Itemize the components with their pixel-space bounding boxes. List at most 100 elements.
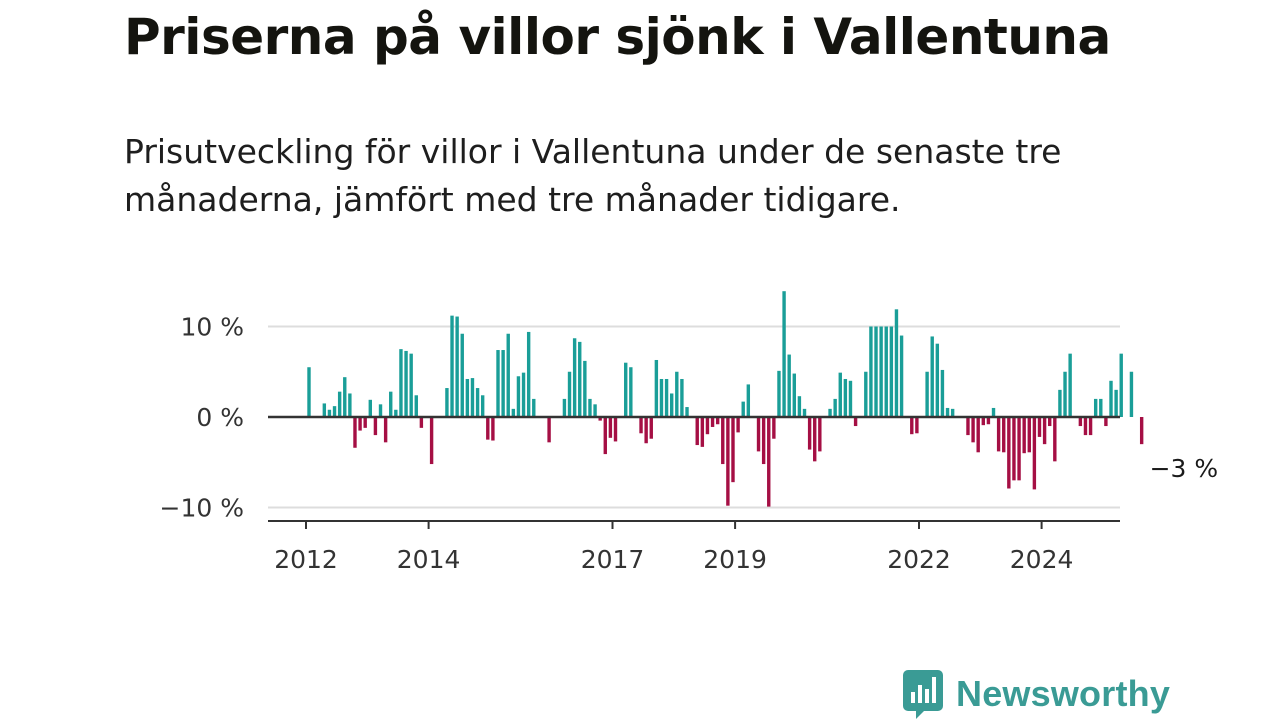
bar	[629, 367, 633, 418]
bar	[889, 326, 894, 417]
bar	[450, 315, 454, 417]
bar	[1099, 398, 1103, 417]
bar	[307, 367, 311, 418]
bar	[532, 398, 536, 417]
bar	[526, 331, 531, 417]
bar	[802, 408, 807, 418]
bar	[971, 417, 975, 443]
bar	[644, 417, 648, 444]
bar	[373, 417, 378, 436]
bar	[547, 417, 551, 443]
bar	[869, 326, 873, 417]
bar	[695, 417, 699, 446]
bar	[930, 336, 934, 417]
bar	[598, 417, 602, 421]
bar	[736, 417, 740, 433]
bar	[353, 417, 357, 448]
brand-name: Newsworthy	[956, 673, 1171, 714]
bar	[853, 417, 858, 427]
bar	[981, 417, 985, 426]
bar	[1007, 417, 1011, 489]
bar	[741, 401, 745, 418]
chart-title: Priserna på villor sjönk i Vallentuna	[124, 8, 1111, 66]
bar	[1104, 417, 1108, 427]
bar	[394, 409, 398, 417]
bar	[496, 350, 500, 417]
bar	[583, 360, 587, 417]
bar	[486, 417, 490, 440]
bar	[491, 417, 495, 441]
bar	[516, 376, 521, 417]
bar	[915, 417, 919, 434]
bar	[445, 388, 449, 417]
bar	[1114, 389, 1118, 417]
bar	[1139, 417, 1144, 445]
bar	[501, 350, 505, 417]
bar	[848, 380, 853, 417]
bar	[685, 407, 689, 418]
bar	[480, 395, 485, 417]
bar	[399, 349, 403, 418]
bar	[710, 417, 715, 427]
bar	[664, 378, 669, 417]
y-tick-label: −10 %	[160, 494, 244, 523]
chart-subtitle: Prisutveckling för villor i Vallentuna u…	[124, 132, 1062, 219]
bar	[940, 369, 945, 417]
bar	[1037, 417, 1042, 437]
bar	[767, 417, 771, 507]
axis-layer	[268, 415, 1120, 529]
bar	[1078, 417, 1083, 427]
bar	[675, 371, 679, 417]
bar	[1053, 417, 1057, 462]
x-tick-label: 2019	[703, 545, 767, 574]
bar	[654, 359, 659, 418]
bar	[639, 417, 643, 434]
x-tick-label: 2017	[581, 545, 645, 574]
bar	[777, 370, 781, 418]
bar	[910, 417, 914, 435]
bar	[1022, 417, 1026, 454]
bar	[899, 335, 904, 417]
bar	[343, 377, 347, 417]
newsworthy-logo[interactable]: Newsworthy	[902, 668, 1170, 720]
label-layer: 10 % 0 % −10 % 2012 2014 2017 2019 2022 2024 −3 %	[160, 313, 1219, 575]
bar	[409, 353, 413, 417]
bar	[383, 417, 388, 443]
bar	[756, 417, 761, 452]
bar	[608, 417, 613, 438]
bar	[567, 371, 572, 417]
bar	[348, 393, 352, 417]
bar	[1012, 417, 1016, 481]
bar	[894, 309, 899, 418]
bar	[419, 417, 424, 428]
bar	[572, 338, 577, 417]
bar	[731, 417, 735, 483]
bar	[332, 406, 337, 417]
bar	[368, 399, 372, 418]
bar	[506, 333, 510, 417]
bar	[327, 409, 332, 417]
bar	[966, 417, 970, 436]
bar	[1088, 417, 1093, 436]
bar	[1058, 389, 1062, 417]
bar	[649, 417, 653, 439]
bar	[715, 417, 720, 425]
bar	[807, 417, 812, 450]
bar	[562, 398, 567, 417]
bar	[1068, 353, 1072, 417]
bar	[1093, 398, 1098, 417]
x-tick-label: 2014	[397, 545, 461, 574]
y-tick-label: 10 %	[180, 313, 244, 342]
bar	[1017, 417, 1021, 481]
bar	[659, 378, 664, 417]
y-tick-label: 0 %	[196, 403, 244, 432]
bar	[721, 417, 725, 465]
bar	[935, 343, 940, 417]
bar	[404, 350, 408, 417]
bar	[337, 391, 342, 417]
bar	[925, 371, 929, 417]
bar	[470, 378, 475, 417]
bar	[363, 417, 367, 428]
grid-layer	[268, 325, 1120, 509]
bar-chart: 10 % 0 % −10 % 2012 2014 2017 2019 2022 2024 −3 %	[160, 291, 1219, 575]
